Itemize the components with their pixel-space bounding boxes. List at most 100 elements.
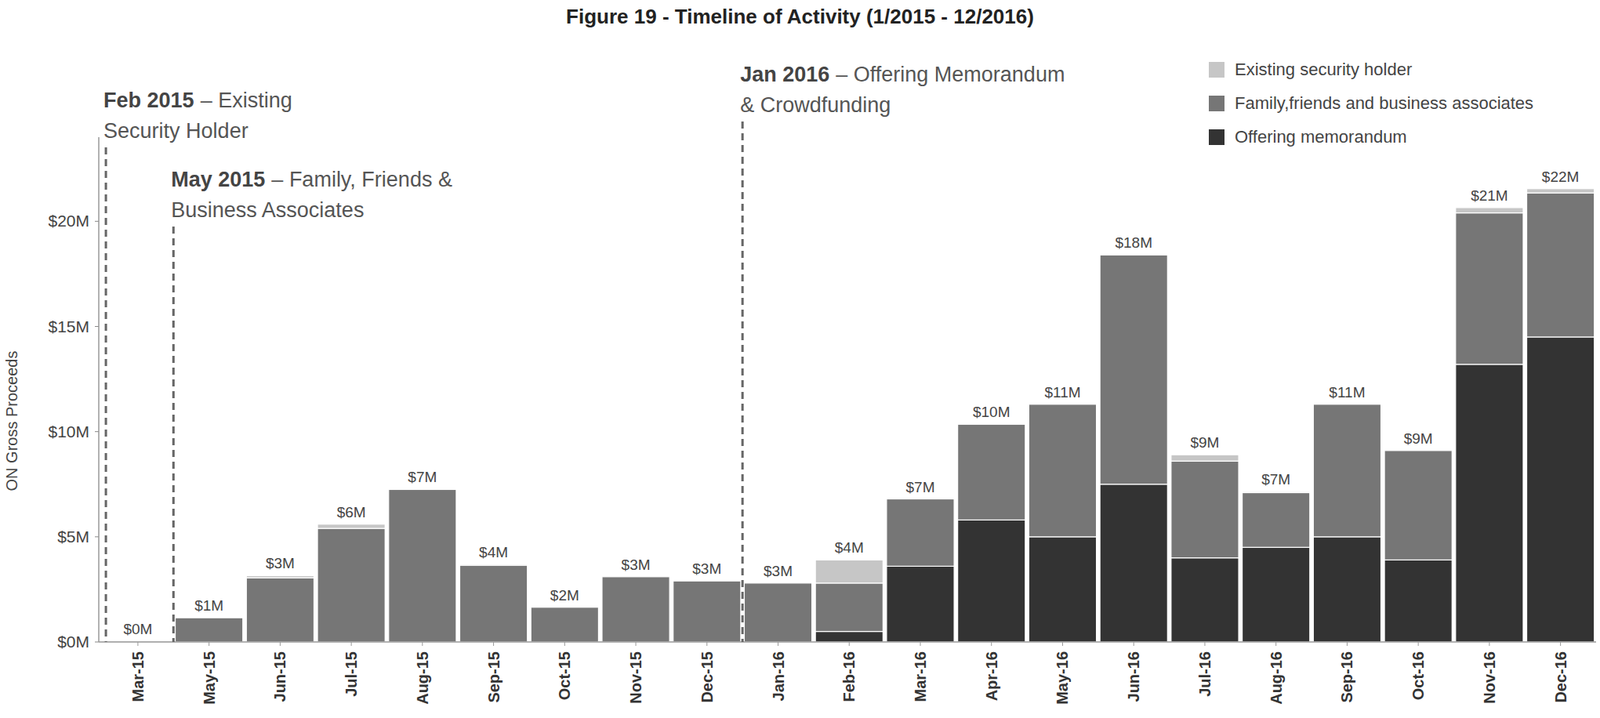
x-tick	[848, 642, 850, 646]
total-label: $4M	[478, 544, 508, 561]
x-tick	[208, 642, 210, 646]
bar-segment	[673, 580, 741, 582]
y-axis-line	[97, 137, 100, 643]
x-tick-label: Jan-16	[769, 651, 788, 701]
y-tick-label: $15M	[47, 317, 90, 336]
annotation-heading: Feb 2015	[103, 88, 195, 113]
x-tick-label: Mar-15	[129, 651, 147, 702]
x-tick	[564, 642, 566, 646]
annotation-heading: Jan 2016	[740, 62, 830, 87]
x-tick	[421, 642, 423, 646]
bar-segment	[530, 606, 599, 608]
bar-segment	[957, 424, 1026, 520]
x-tick	[137, 642, 138, 646]
x-tick	[1418, 642, 1419, 646]
bar-segment	[815, 559, 883, 584]
x-tick	[1204, 642, 1205, 646]
bar-segment	[602, 576, 670, 577]
annotation-line	[172, 226, 175, 643]
bar-segment	[246, 575, 314, 578]
bar-segment	[104, 640, 172, 642]
bar-segment	[886, 499, 955, 567]
legend-swatch	[1208, 95, 1225, 112]
x-tick	[351, 642, 352, 646]
bar-segment	[1028, 403, 1096, 405]
bar-segment	[1313, 404, 1381, 537]
bar-segment	[815, 583, 883, 632]
total-label: $10M	[972, 403, 1011, 421]
x-tick-label: Sep-15	[485, 651, 503, 704]
bar-segment	[886, 565, 955, 643]
bar-segment	[1171, 454, 1239, 461]
x-tick-label: Aug-16	[1267, 651, 1285, 705]
annotation-text: & Crowdfunding	[740, 93, 891, 117]
bar-segment	[602, 576, 670, 643]
bar-segment	[459, 565, 527, 643]
x-axis-line	[98, 641, 1597, 643]
annotation-text: Business Associates	[170, 198, 364, 222]
x-tick	[920, 642, 922, 646]
x-tick-label: May-15	[200, 651, 218, 705]
bar-segment	[1242, 547, 1310, 643]
x-tick-label: Feb-16	[840, 651, 858, 702]
bar-segment	[1313, 403, 1381, 405]
total-label: $21M	[1470, 187, 1509, 204]
bar-segment	[1527, 337, 1595, 643]
chart: Figure 19 - Timeline of Activity (1/2015…	[0, 0, 1600, 718]
total-label: $3M	[265, 555, 295, 572]
total-label: $11M	[1044, 384, 1081, 401]
x-tick-label: Nov-16	[1480, 651, 1499, 704]
legend-label: Offering memorandum	[1234, 126, 1408, 147]
bar-segment	[743, 582, 812, 584]
bar-segment	[1242, 492, 1310, 548]
total-label: $6M	[337, 504, 367, 521]
bar-segment	[957, 519, 1026, 643]
bar-segment	[1527, 188, 1595, 193]
total-label: $7M	[407, 468, 437, 486]
annotation-line	[741, 121, 744, 643]
total-label: $18M	[1114, 234, 1153, 251]
y-tick-label: $0M	[57, 632, 90, 651]
x-tick	[706, 642, 708, 646]
x-tick-label: Dec-15	[698, 651, 716, 704]
x-tick-label: May-16	[1053, 651, 1071, 705]
x-tick	[1560, 642, 1561, 646]
bar-segment	[175, 617, 244, 643]
legend-label: Family,friends and business associates	[1234, 93, 1534, 113]
total-label: $0M	[123, 620, 153, 638]
annotation: Feb 2015– Existing	[103, 88, 293, 113]
total-label: $3M	[763, 562, 793, 580]
bar-segment	[1171, 558, 1239, 643]
x-tick	[279, 642, 281, 646]
x-tick-label: Oct-16	[1409, 651, 1427, 701]
bar-segment	[317, 528, 385, 643]
bar-segment	[317, 524, 385, 529]
x-tick-label: Jul-16	[1196, 651, 1214, 697]
x-tick-label: Aug-15	[413, 651, 432, 705]
annotation-text: – Family, Friends &	[271, 167, 453, 192]
total-label: $22M	[1541, 168, 1580, 186]
total-label: $3M	[692, 560, 722, 577]
x-tick-label: Nov-15	[627, 651, 645, 704]
x-tick	[493, 642, 494, 646]
bar-segment	[459, 564, 527, 566]
bar-segment	[1028, 404, 1096, 537]
total-label: $4M	[834, 539, 864, 556]
x-tick	[777, 642, 779, 646]
total-label: $7M	[1261, 471, 1291, 488]
bar-segment	[1455, 207, 1524, 214]
bar-segment	[1313, 536, 1381, 643]
bar-segment	[957, 424, 1026, 425]
bar-segment	[1242, 491, 1310, 493]
legend-label: Existing security holder	[1234, 59, 1412, 80]
x-tick-label: Jun-15	[271, 651, 289, 702]
total-label: $9M	[1190, 434, 1220, 451]
bar-segment	[815, 631, 883, 643]
total-label: $3M	[621, 556, 651, 574]
x-tick-label: Oct-15	[555, 651, 574, 701]
annotation-heading: May 2015	[170, 167, 265, 192]
x-tick-label: Apr-16	[983, 651, 1001, 701]
y-tick-label: $5M	[57, 527, 90, 546]
bar-segment	[1384, 449, 1452, 451]
x-tick	[1346, 642, 1348, 646]
